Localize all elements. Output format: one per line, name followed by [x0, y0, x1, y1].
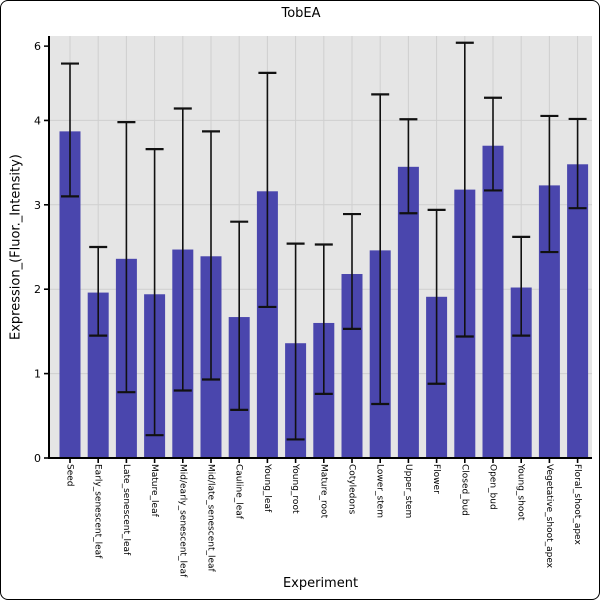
bar — [397, 166, 419, 458]
x-tick-label: Floral_shoot_apex — [572, 464, 582, 545]
x-tick-label: Mid/early_senescent_leaf — [177, 464, 187, 578]
x-tick-label: Flower — [431, 464, 441, 494]
x-tick-label: Cauline_leaf — [234, 464, 244, 520]
x-tick-label: Open_bud — [488, 464, 498, 510]
y-tick-label: 1 — [34, 368, 41, 381]
x-tick-label: Late_senescent_leaf — [121, 464, 131, 556]
x-tick-label: Cotyledons — [347, 464, 357, 515]
bar — [59, 131, 81, 458]
y-tick-label: 4 — [34, 114, 41, 127]
x-tick-label: Young_leaf — [262, 463, 272, 513]
x-tick-label: Young_root — [290, 463, 300, 514]
chart-title: TobEA — [281, 6, 321, 21]
x-axis-label: Experiment — [282, 576, 359, 591]
y-tick-label: 0 — [34, 452, 41, 465]
y-tick-label: 2 — [34, 283, 41, 296]
bar — [567, 164, 589, 458]
x-tick-label: Young_shoot — [516, 463, 526, 521]
x-tick-label: Closed_bud — [459, 464, 469, 516]
x-tick-label: Seed — [65, 464, 75, 487]
bar — [482, 145, 504, 458]
x-tick-label: Lower_stem — [375, 464, 385, 518]
bar — [510, 287, 532, 458]
x-tick-label: Mid/late_senescent_leaf — [206, 464, 216, 573]
x-tick-label: Early_senescent_leaf — [93, 464, 103, 559]
x-tick-label: Vegetative_shoot_apex — [544, 464, 554, 569]
bar — [341, 274, 363, 458]
x-tick-label: Mature_leaf — [149, 464, 159, 518]
bar — [256, 191, 278, 458]
x-tick-label: Mature_root — [318, 464, 328, 519]
bar — [538, 185, 560, 458]
bar — [87, 292, 109, 458]
x-tick-label: Upper_stem — [403, 464, 413, 518]
y-tick-label: 6 — [34, 40, 41, 53]
y-tick-label: 3 — [34, 199, 41, 212]
